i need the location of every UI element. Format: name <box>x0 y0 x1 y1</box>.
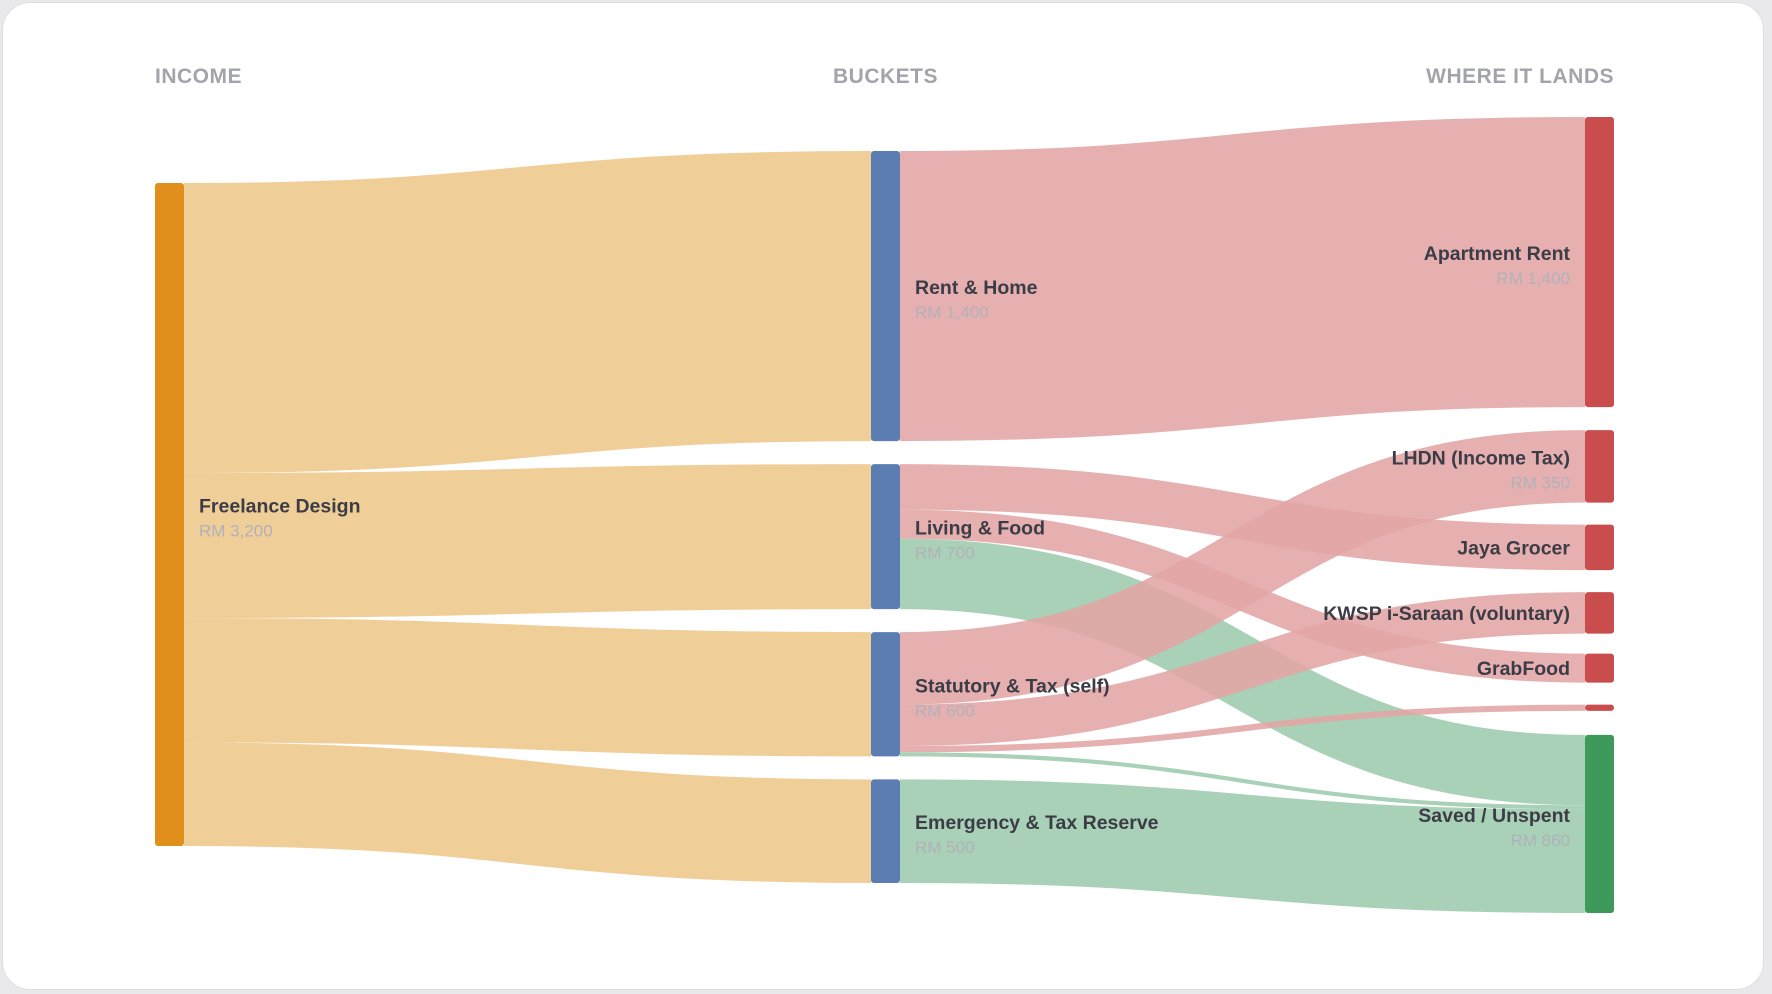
node-value-emergency: RM 500 <box>915 838 975 857</box>
link-freelance-to-emergency <box>183 742 872 883</box>
link-statutory-to-saved <box>899 752 1586 810</box>
column-header-0: INCOME <box>155 65 242 88</box>
node-label-emergency: Emergency & Tax Reserve <box>915 812 1159 834</box>
node-value-apt_rent: RM 1,400 <box>1496 269 1570 288</box>
node-emergency[interactable] <box>871 779 900 883</box>
node-value-saved: RM 860 <box>1510 831 1570 850</box>
node-label-saved: Saved / Unspent <box>1418 805 1570 827</box>
node-value-living_food: RM 700 <box>915 544 975 563</box>
node-jaya[interactable] <box>1585 524 1614 571</box>
node-lhdn[interactable] <box>1585 430 1614 503</box>
node-apt_rent[interactable] <box>1585 117 1614 408</box>
node-value-lhdn: RM 350 <box>1510 473 1570 492</box>
node-saved[interactable] <box>1585 734 1614 913</box>
node-value-statutory: RM 600 <box>915 701 975 720</box>
node-statutory[interactable] <box>871 632 900 757</box>
link-statutory-to-small_exp <box>899 704 1586 753</box>
node-small_exp[interactable] <box>1585 704 1614 711</box>
link-statutory-to-kwsp <box>899 592 1586 747</box>
sankey-labels: Freelance Design RM 3,200 Rent & Home RM 1,… <box>199 243 1571 857</box>
node-living_food[interactable] <box>871 464 900 610</box>
link-freelance-to-statutory <box>183 618 872 757</box>
column-header-2: WHERE IT LANDS <box>1426 65 1614 88</box>
column-header-1: BUCKETS <box>833 65 938 88</box>
node-label-kwsp: KWSP i-Saraan (voluntary) <box>1323 603 1570 625</box>
node-label-rent_home: Rent & Home <box>915 277 1038 299</box>
link-statutory-to-lhdn <box>899 430 1586 705</box>
link-freelance-to-living_food <box>183 464 872 619</box>
link-freelance-to-rent_home <box>183 151 872 474</box>
sankey-nodes <box>155 117 1614 913</box>
node-value-rent_home: RM 1,400 <box>915 303 989 322</box>
node-freelance[interactable] <box>155 183 184 846</box>
node-value-freelance: RM 3,200 <box>199 522 273 541</box>
node-kwsp[interactable] <box>1585 592 1614 634</box>
column-headers: INCOME BUCKETS WHERE IT LANDS <box>155 65 1614 88</box>
node-label-living_food: Living & Food <box>915 518 1045 540</box>
link-rent_home-to-apt_rent <box>899 117 1586 442</box>
link-living_food-to-jaya <box>899 464 1586 571</box>
node-label-jaya: Jaya Grocer <box>1457 537 1570 559</box>
node-label-apt_rent: Apartment Rent <box>1424 243 1571 265</box>
sankey-diagram: INCOME BUCKETS WHERE IT LANDS Freelance De… <box>155 65 1614 913</box>
node-label-freelance: Freelance Design <box>199 496 360 518</box>
node-label-grabfood: GrabFood <box>1477 658 1570 680</box>
link-emergency-to-saved <box>899 779 1586 913</box>
sankey-links <box>183 117 1586 913</box>
node-label-lhdn: LHDN (Income Tax) <box>1392 447 1570 469</box>
node-grabfood[interactable] <box>1585 653 1614 683</box>
node-label-statutory: Statutory & Tax (self) <box>915 675 1110 697</box>
node-rent_home[interactable] <box>871 151 900 442</box>
